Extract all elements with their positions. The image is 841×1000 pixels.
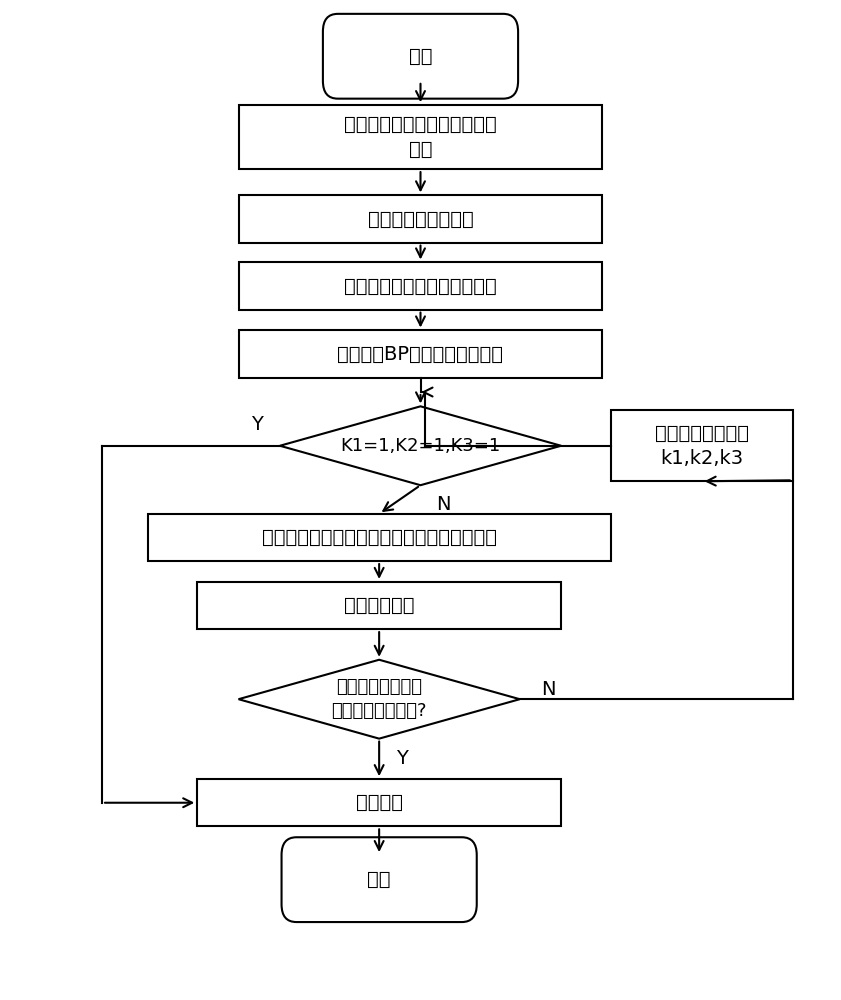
Text: K1=1,K2=1,K3=1: K1=1,K2=1,K3=1 — [341, 437, 500, 455]
FancyBboxPatch shape — [147, 514, 611, 561]
Text: 五项关键数据的采集: 五项关键数据的采集 — [368, 209, 473, 228]
FancyBboxPatch shape — [197, 779, 561, 826]
Text: 检测关键数据是否
在最佳误差范围内?: 检测关键数据是否 在最佳误差范围内? — [331, 678, 427, 720]
Text: 建立初始BP人工神经网络模型: 建立初始BP人工神经网络模型 — [337, 345, 504, 364]
FancyBboxPatch shape — [239, 262, 602, 310]
Polygon shape — [239, 660, 520, 739]
FancyBboxPatch shape — [611, 410, 793, 481]
Text: 训练结束: 训练结束 — [356, 793, 403, 812]
FancyBboxPatch shape — [239, 105, 602, 169]
Text: Y: Y — [251, 415, 262, 434]
Polygon shape — [280, 406, 561, 485]
FancyBboxPatch shape — [239, 330, 602, 378]
Text: 开始: 开始 — [409, 47, 432, 66]
Text: Y: Y — [396, 749, 408, 768]
Text: 确定关键数据的最佳误差范围: 确定关键数据的最佳误差范围 — [344, 277, 497, 296]
FancyBboxPatch shape — [239, 195, 602, 243]
Text: N: N — [436, 495, 451, 514]
Text: 调整神经网络参数
k1,k2,k3: 调整神经网络参数 k1,k2,k3 — [654, 424, 748, 468]
FancyBboxPatch shape — [197, 582, 561, 629]
FancyBboxPatch shape — [282, 837, 477, 922]
Text: 结束: 结束 — [368, 870, 391, 889]
Text: 神经网络训练: 神经网络训练 — [344, 596, 415, 615]
Text: 定义描述闸门状态的五项关键
数据: 定义描述闸门状态的五项关键 数据 — [344, 115, 497, 159]
Text: N: N — [542, 680, 556, 699]
Text: 误差补偿值输出至闸门电气同步纠偏控制系统: 误差补偿值输出至闸门电气同步纠偏控制系统 — [262, 528, 497, 547]
FancyBboxPatch shape — [323, 14, 518, 99]
